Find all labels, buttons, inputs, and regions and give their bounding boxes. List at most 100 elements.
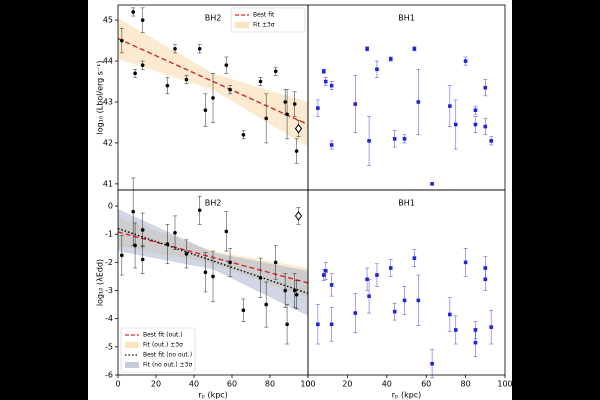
x-tick-label: 60 [227,380,237,389]
point [323,79,328,84]
point [241,132,246,137]
point [131,10,135,14]
point [392,309,397,314]
point [483,85,488,90]
x-tick-label: 80 [461,380,471,389]
point [273,260,278,265]
point [430,361,434,366]
y-axis-label: log₁₀ (λEdd) [96,259,105,306]
panel-title: BH2 [205,199,222,208]
point [285,112,289,117]
panel-title: BH1 [398,199,415,208]
legend-label: Best fit (no out.) [143,352,192,359]
point [224,63,229,67]
point [140,18,145,22]
point [258,276,263,280]
point [224,229,229,234]
point [392,137,397,141]
point [453,122,458,127]
point [483,277,488,282]
point [323,269,328,273]
x-tick-label: 100 [497,380,512,389]
point [329,322,334,327]
point [173,46,177,51]
panel-title: BH2 [205,14,222,23]
y-tick-label: 45 [103,16,113,25]
point [365,46,369,51]
point [402,137,407,141]
point [228,260,232,265]
point [173,231,177,235]
legend-label: Fit (no out.) ±3σ [143,362,192,369]
point [483,124,488,129]
point [283,288,288,293]
point [140,63,145,67]
y-tick-label: 42 [103,138,113,147]
y-tick-label: 44 [103,57,113,66]
point [375,67,379,72]
x-tick-label: 0 [305,380,310,389]
point [292,102,297,106]
legend-box [230,7,306,33]
x-tick-label: 20 [151,380,161,389]
legend-label: Fit (out.) ±3σ [143,342,183,349]
point [448,312,452,317]
point [211,96,215,100]
point [140,228,145,232]
point [412,256,417,260]
point [294,292,299,297]
point [197,46,202,51]
point [165,83,170,88]
y-tick-label: -5 [105,342,113,351]
point [228,87,232,92]
y-tick-label: -2 [105,258,113,267]
point [353,311,358,315]
legend-swatch [235,22,249,28]
point [133,71,137,76]
point [448,104,452,108]
point [264,116,269,121]
point [463,260,468,265]
point [473,340,478,345]
point [353,102,358,106]
point [473,108,478,112]
point [367,294,371,298]
outlier-point [294,211,303,221]
point [203,270,208,275]
point [264,302,269,307]
point [197,208,202,213]
panel-title: BH1 [398,14,415,23]
y-tick-label: 43 [103,98,113,107]
point [283,100,288,104]
x-tick-label: 100 [300,380,315,389]
point [367,139,371,143]
point [292,288,297,293]
point [430,182,434,186]
x-tick-label: 20 [342,380,352,389]
point [285,322,289,327]
legend-box [120,327,196,373]
x-axis-label: rₚ (kpc) [392,391,422,400]
point [203,108,208,112]
point [453,328,458,332]
point [131,209,135,214]
x-tick-label: 0 [115,380,120,389]
point [184,252,189,256]
outlier-point [294,123,303,134]
y-tick-label: 0 [108,202,113,211]
point [294,149,299,153]
point [133,243,137,248]
point [316,322,320,327]
point [184,77,189,82]
point [489,139,494,143]
point [489,325,494,329]
legend-label: Best fit [253,12,275,19]
point [316,106,320,110]
point [412,46,417,51]
point [329,83,334,88]
y-tick-label: -4 [105,314,113,323]
x-tick-label: 40 [382,380,392,389]
panel-frame [307,189,506,376]
point [120,253,124,258]
